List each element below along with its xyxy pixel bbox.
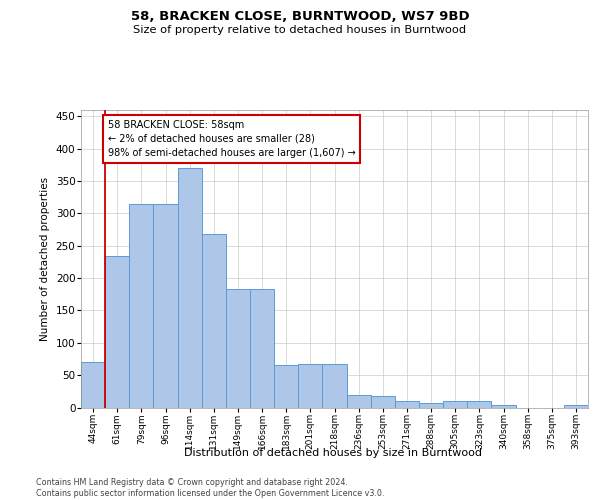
Bar	[129, 204, 154, 408]
Text: Distribution of detached houses by size in Burntwood: Distribution of detached houses by size …	[184, 448, 482, 458]
Text: 58 BRACKEN CLOSE: 58sqm
← 2% of detached houses are smaller (28)
98% of semi-det: 58 BRACKEN CLOSE: 58sqm ← 2% of detached…	[107, 120, 355, 158]
Bar	[105, 256, 129, 408]
Bar	[491, 405, 515, 407]
Bar	[226, 289, 250, 408]
Bar	[371, 396, 395, 407]
Bar	[178, 168, 202, 408]
Text: 58, BRACKEN CLOSE, BURNTWOOD, WS7 9BD: 58, BRACKEN CLOSE, BURNTWOOD, WS7 9BD	[131, 10, 469, 23]
Bar	[250, 289, 274, 408]
Bar	[564, 405, 588, 407]
Bar	[443, 401, 467, 407]
Bar	[81, 362, 105, 408]
Bar	[419, 403, 443, 407]
Bar	[467, 401, 491, 407]
Text: Contains HM Land Registry data © Crown copyright and database right 2024.
Contai: Contains HM Land Registry data © Crown c…	[36, 478, 385, 498]
Y-axis label: Number of detached properties: Number of detached properties	[40, 176, 50, 341]
Bar	[395, 401, 419, 407]
Bar	[322, 364, 347, 408]
Bar	[274, 366, 298, 408]
Text: Size of property relative to detached houses in Burntwood: Size of property relative to detached ho…	[133, 25, 467, 35]
Bar	[154, 204, 178, 408]
Bar	[298, 364, 322, 408]
Bar	[347, 394, 371, 407]
Bar	[202, 234, 226, 408]
